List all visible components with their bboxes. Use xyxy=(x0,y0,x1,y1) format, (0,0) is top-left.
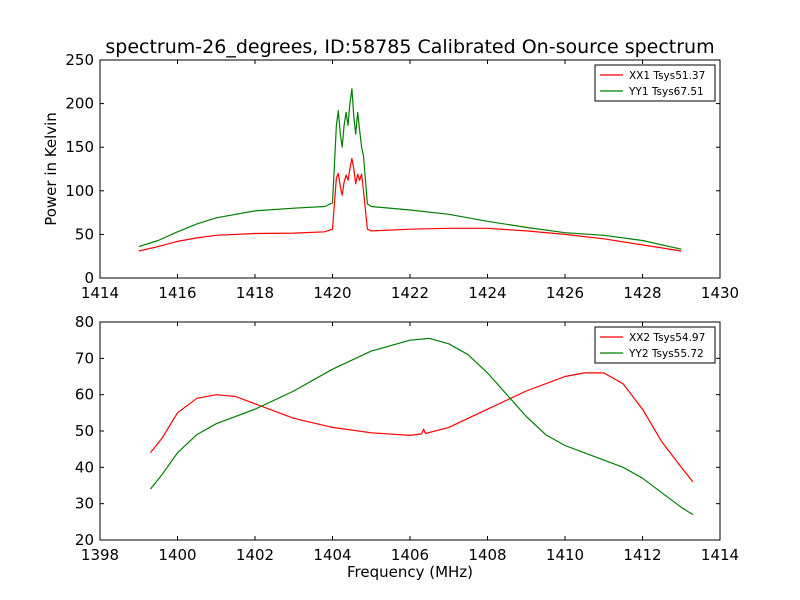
legend-box xyxy=(594,326,716,364)
x-tick-label: 1412 xyxy=(623,546,661,564)
y-tick-label: 100 xyxy=(65,182,94,200)
legend-label: YY2 Tsys55.72 xyxy=(628,348,704,360)
y-tick-label: 20 xyxy=(75,531,94,549)
y-tick-label: 50 xyxy=(75,422,94,440)
x-tick-label: 1398 xyxy=(81,546,119,564)
x-tick-label: 1414 xyxy=(701,546,739,564)
y-tick-label: 150 xyxy=(65,138,94,156)
y-tick-label: 60 xyxy=(75,386,94,404)
y-axis-label: Power in Kelvin xyxy=(42,112,60,226)
legend-label: YY1 Tsys67.51 xyxy=(628,86,704,98)
upper-panel: 1414 1416 1418 1420 1422 1424 1426 1428 1430 0 50 1… xyxy=(65,51,739,302)
x-tick-label: 1414 xyxy=(81,284,119,302)
lower-panel: 1398 1400 1402 1404 1406 1408 1410 1412 1414 20 30… xyxy=(75,313,739,564)
y-tick-label: 30 xyxy=(75,495,94,513)
y-tick-label: 50 xyxy=(75,225,94,243)
x-tick-label: 1418 xyxy=(236,284,274,302)
x-tick-label: 1410 xyxy=(546,546,584,564)
x-tick-label: 1420 xyxy=(313,284,351,302)
series-line-2-2 xyxy=(149,337,694,516)
legend-box xyxy=(594,64,716,102)
figure-title: spectrum-26_degrees, ID:58785 Calibrated… xyxy=(105,36,714,58)
x-tick-label: 1426 xyxy=(546,284,584,302)
x-tick-label: 1400 xyxy=(158,546,196,564)
series-line-2-1 xyxy=(149,372,694,483)
x-tick-label: 1408 xyxy=(468,546,506,564)
x-tick-label: 1422 xyxy=(391,284,429,302)
legend-label: XX2 Tsys54.97 xyxy=(629,332,705,344)
x-tick-label: 1424 xyxy=(468,284,506,302)
x-tick-label: 1404 xyxy=(313,546,351,564)
x-tick-label: 1406 xyxy=(391,546,429,564)
x-tick-label: 1402 xyxy=(236,546,274,564)
legend-label: XX1 Tsys51.37 xyxy=(629,70,705,82)
y-tick-label: 0 xyxy=(84,269,94,287)
y-tick-label: 40 xyxy=(75,458,94,476)
y-tick-label: 200 xyxy=(65,95,94,113)
y-tick-label: 80 xyxy=(75,313,94,331)
x-tick-label: 1430 xyxy=(701,284,739,302)
y-tick-label: 70 xyxy=(75,349,94,367)
x-axis-label: Frequency (MHz) xyxy=(347,563,473,581)
series-line-1-1 xyxy=(138,157,682,252)
series-line-1-2 xyxy=(138,88,682,250)
x-tick-label: 1416 xyxy=(158,284,196,302)
y-tick-label: 250 xyxy=(65,51,94,69)
x-tick-label: 1428 xyxy=(623,284,661,302)
